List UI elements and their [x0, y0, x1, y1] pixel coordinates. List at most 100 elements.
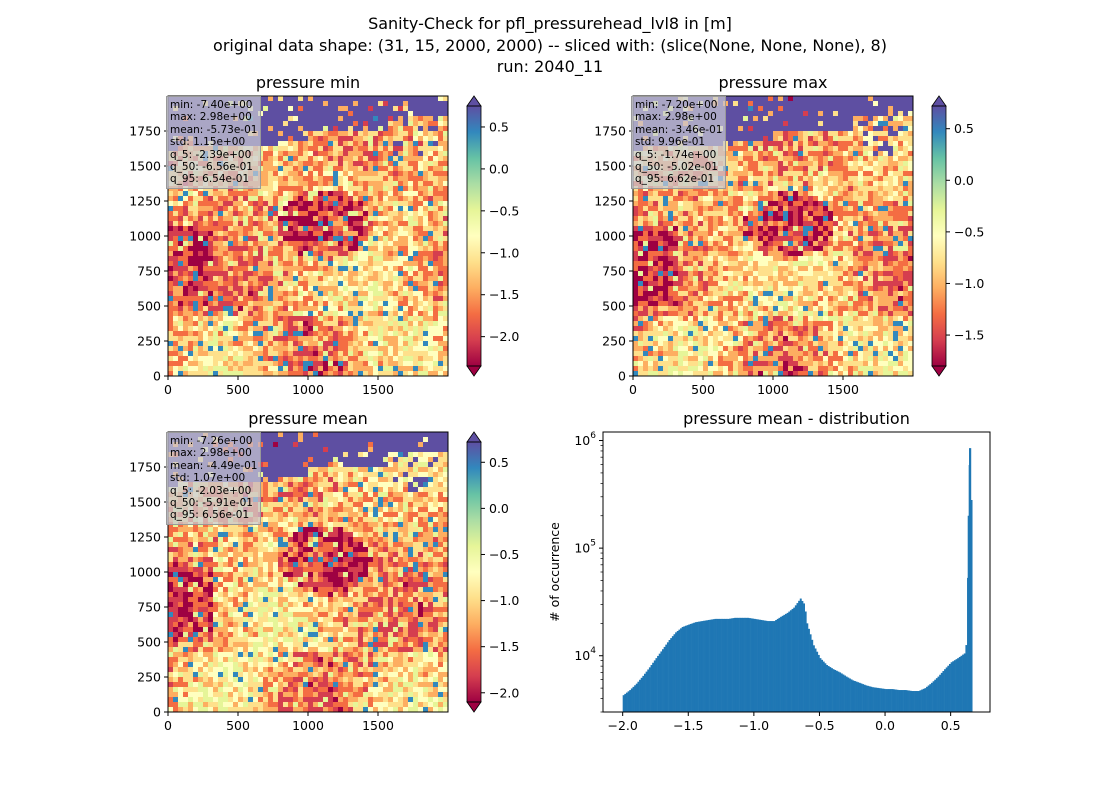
heatmap-cell [403, 211, 409, 217]
heatmap-cell [428, 301, 434, 307]
heatmap-cell [183, 331, 189, 337]
heatmap-cell [263, 366, 269, 372]
heatmap-cell [813, 101, 819, 107]
heatmap-cell [863, 161, 869, 167]
heatmap-cell [283, 241, 289, 247]
heatmap-cell [443, 151, 449, 157]
heatmap-cell [403, 166, 409, 172]
heatmap-cell [738, 146, 744, 152]
heatmap-cell [313, 286, 319, 292]
heatmap-cell [773, 101, 779, 107]
heatmap-cell [633, 221, 639, 227]
heatmap-cell [393, 201, 399, 207]
heatmap-cell [358, 106, 364, 112]
heatmap-cell [413, 231, 419, 237]
heatmap-cell [183, 361, 189, 367]
heatmap-cell [168, 306, 174, 312]
heatmap-cell [188, 306, 194, 312]
heatmap-cell [273, 186, 279, 192]
heatmap-cell [423, 316, 429, 322]
heatmap-cell [383, 236, 389, 242]
heatmap-cell [798, 191, 804, 197]
heatmap-cell [848, 126, 854, 132]
heatmap-cell [433, 206, 439, 212]
heatmap-cell [833, 201, 839, 207]
heatmap-cell [828, 231, 834, 237]
heatmap-cell [368, 131, 374, 137]
heatmap-cell [853, 191, 859, 197]
heatmap-cell [173, 301, 179, 307]
heatmap-cell [693, 221, 699, 227]
heatmap-cell [183, 291, 189, 297]
heatmap-cell [353, 181, 359, 187]
heatmap-cell [298, 211, 304, 217]
heatmap-cell [858, 131, 864, 137]
heatmap-cell [763, 126, 769, 132]
heatmap-cell [428, 186, 434, 192]
heatmap-cell [188, 261, 194, 267]
heatmap-cell [193, 286, 199, 292]
heatmap-cell [298, 181, 304, 187]
heatmap-cell [278, 311, 284, 317]
heatmap-cell [278, 181, 284, 187]
heatmap-cell [383, 146, 389, 152]
heatmap-cell [398, 241, 404, 247]
heatmap-cell [298, 226, 304, 232]
heatmap-cell [753, 201, 759, 207]
heatmap-cell [898, 126, 904, 132]
heatmap-cell [213, 341, 219, 347]
heatmap-cell [408, 206, 414, 212]
heatmap-cell [903, 146, 909, 152]
heatmap-cell [273, 256, 279, 262]
heatmap-cell [213, 311, 219, 317]
heatmap-cell [853, 96, 859, 102]
heatmap-cell [343, 141, 349, 147]
heatmap-cell [818, 136, 824, 142]
heatmap-cell [308, 346, 314, 352]
heatmap-cell [308, 151, 314, 157]
heatmap-cell [748, 166, 754, 172]
heatmap-cell [908, 101, 914, 107]
heatmap-cell [213, 256, 219, 262]
heatmap-cell [293, 126, 299, 132]
heatmap-cell [423, 306, 429, 312]
heatmap-cell [788, 176, 794, 182]
heatmap-cell [238, 336, 244, 342]
heatmap-cell [278, 341, 284, 347]
heatmap-cell [393, 241, 399, 247]
heatmap-cell [423, 291, 429, 297]
heatmap-cell [373, 266, 379, 272]
heatmap-cell [433, 156, 439, 162]
heatmap-cell [838, 171, 844, 177]
heatmap-cell [323, 291, 329, 297]
heatmap-cell [443, 191, 449, 197]
heatmap-cell [323, 121, 329, 127]
heatmap-cell [878, 211, 884, 217]
heatmap-cell [203, 346, 209, 352]
heatmap-cell [898, 221, 904, 227]
heatmap-cell [228, 371, 234, 377]
heatmap-cell [888, 211, 894, 217]
heatmap-cell [428, 241, 434, 247]
heatmap-cell [758, 211, 764, 217]
heatmap-cell [308, 101, 314, 107]
heatmap-cell [863, 236, 869, 242]
heatmap-cell [383, 106, 389, 112]
heatmap-cell [798, 166, 804, 172]
heatmap-cell [178, 331, 184, 337]
heatmap-cell [813, 156, 819, 162]
heatmap-cell [243, 301, 249, 307]
heatmap-cell [268, 261, 274, 267]
heatmap-cell [738, 171, 744, 177]
heatmap-cell [208, 331, 214, 337]
heatmap-cell [863, 146, 869, 152]
heatmap-cell [343, 326, 349, 332]
heatmap-cell [803, 166, 809, 172]
heatmap-cell [413, 121, 419, 127]
figure-title-line-3: run: 2040_11 [496, 57, 604, 76]
heatmap-cell [203, 216, 209, 222]
heatmap-cell [868, 216, 874, 222]
heatmap-cell [798, 126, 804, 132]
heatmap-cell [353, 276, 359, 282]
heatmap-cell [358, 146, 364, 152]
